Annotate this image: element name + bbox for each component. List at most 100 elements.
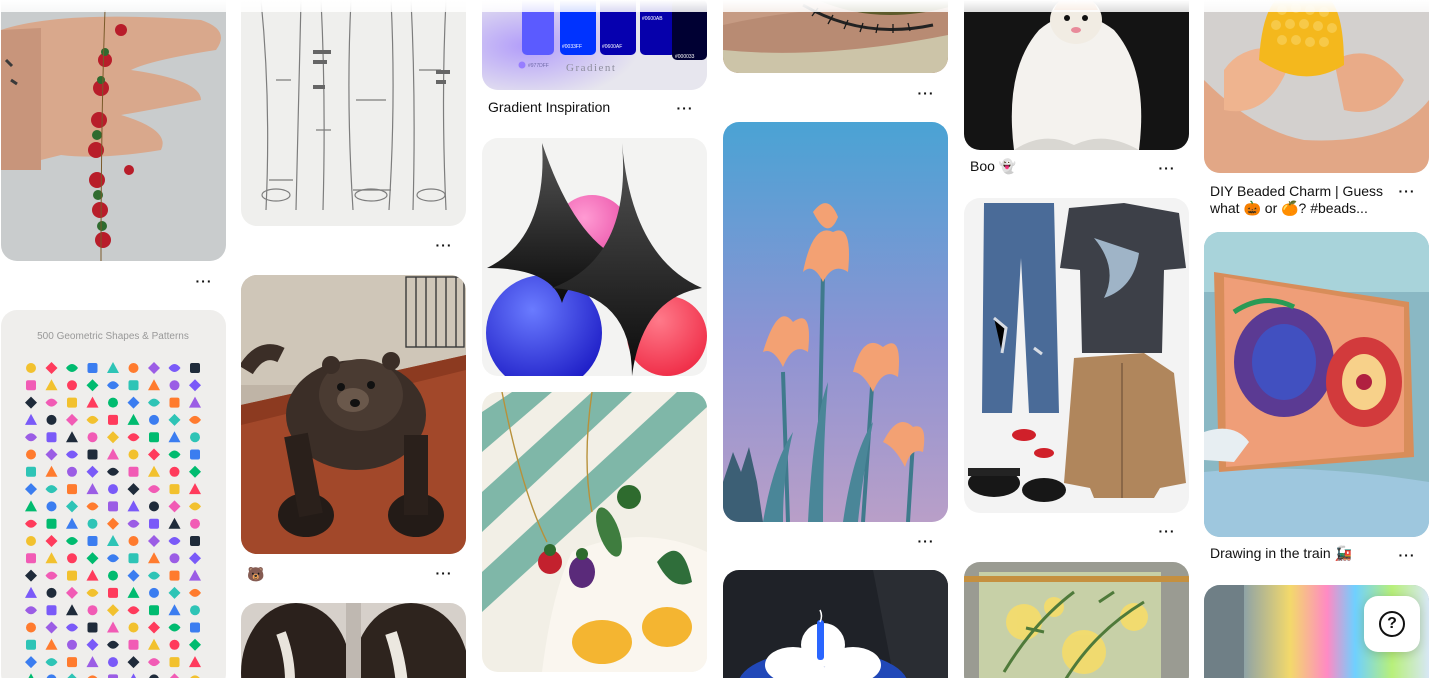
pin-image-veggie-necklaces[interactable] xyxy=(482,392,707,672)
geometric-shape-139 xyxy=(107,621,119,633)
geometric-shape-92 xyxy=(66,537,78,545)
pin-image-hand-necklace[interactable] xyxy=(1,0,226,261)
geometric-shape-81 xyxy=(25,519,37,528)
geometric-shape-105 xyxy=(148,552,160,564)
geometric-shape-95 xyxy=(128,536,139,546)
geometric-shape-60 xyxy=(148,465,160,477)
geometric-shape-26 xyxy=(189,396,201,408)
pin-image-gradient-palette[interactable]: #0033FF #0600AF #0600AB #000033 #977DFF … xyxy=(482,0,707,90)
geometric-shape-100 xyxy=(45,552,58,564)
pin-image-marten-on-table[interactable] xyxy=(241,275,466,554)
geometric-shape-134 xyxy=(190,605,200,616)
geometric-shape-62 xyxy=(189,465,201,478)
geometric-shape-164 xyxy=(67,673,77,678)
geometric-shape-15 xyxy=(148,379,160,391)
geometric-shape-54 xyxy=(26,466,36,477)
header-fade xyxy=(0,0,1433,12)
swatch-label-1: #0033FF xyxy=(562,44,582,50)
pin-more-options-button[interactable]: ··· xyxy=(1398,547,1416,563)
geometric-shape-155 xyxy=(67,657,77,668)
pin-image-flower-candle[interactable] xyxy=(723,570,948,678)
pin-more-options-button[interactable]: ··· xyxy=(435,237,453,253)
geometric-shape-135 xyxy=(26,622,36,633)
geometric-shape-83 xyxy=(66,517,78,529)
geometric-shape-145 xyxy=(45,638,58,650)
geometric-shape-106 xyxy=(169,553,180,564)
pin-image-hair[interactable] xyxy=(241,603,466,678)
pin-title[interactable]: Drawing in the train 🚂 xyxy=(1210,545,1352,561)
geometric-shape-35 xyxy=(189,415,201,424)
geometric-shape-151 xyxy=(169,639,180,650)
geometric-shape-150 xyxy=(148,638,160,650)
geometric-shape-9 xyxy=(26,380,36,391)
pin-image-iris-flowers[interactable] xyxy=(723,122,948,522)
geometric-shape-1 xyxy=(45,362,58,374)
geometric-shape-125 xyxy=(189,588,201,597)
geometric-shape-14 xyxy=(128,380,139,391)
pin-more-options-button[interactable]: ··· xyxy=(676,100,694,116)
geometric-shape-89 xyxy=(190,518,200,529)
geometric-shape-10 xyxy=(45,379,58,391)
pin-title[interactable]: Boo 👻 xyxy=(970,158,1017,174)
geometric-shape-45 xyxy=(26,449,36,460)
geometric-shape-123 xyxy=(149,587,159,598)
geometric-shape-41 xyxy=(127,433,140,442)
geometric-shape-63 xyxy=(25,483,37,496)
help-icon: ? xyxy=(1379,611,1405,637)
pin-more-options-button[interactable]: ··· xyxy=(195,273,213,289)
geometric-shape-170 xyxy=(190,675,200,678)
geometric-shape-143 xyxy=(190,622,200,633)
geometric-shape-133 xyxy=(168,604,181,616)
pin-image-beaded-corn[interactable] xyxy=(1204,0,1429,173)
geometric-shape-67 xyxy=(108,484,118,495)
geometric-shape-61 xyxy=(169,466,180,477)
geometric-shape-112 xyxy=(108,570,118,581)
pin-title[interactable]: 🐻 xyxy=(247,566,265,582)
geometric-shape-77 xyxy=(127,500,140,512)
pin-image-geometric-shapes[interactable]: 500 Geometric Shapes & Patterns xyxy=(1,310,226,678)
help-button[interactable]: ? xyxy=(1364,596,1420,652)
pin-image-sketchbook-fig[interactable] xyxy=(1204,232,1429,537)
geometric-shape-31 xyxy=(108,414,118,425)
geometric-shape-124 xyxy=(168,586,181,599)
geometric-shape-51 xyxy=(148,448,160,461)
geometric-shape-64 xyxy=(45,485,58,494)
pin-image-ghost-cat[interactable] xyxy=(964,0,1189,150)
geometric-shape-46 xyxy=(45,448,58,461)
pin-more-options-button[interactable]: ··· xyxy=(1158,523,1176,539)
geometric-shape-84 xyxy=(87,518,98,529)
geometric-shape-115 xyxy=(169,570,180,581)
geometric-shape-27 xyxy=(25,413,37,425)
geometric-shape-0 xyxy=(26,363,36,373)
pin-more-options-button[interactable]: ··· xyxy=(917,85,935,101)
geometric-shape-146 xyxy=(67,639,77,650)
pin-title[interactable]: Gradient Inspiration xyxy=(488,99,611,115)
geometric-shape-99 xyxy=(26,553,36,564)
geometric-shape-166 xyxy=(108,674,118,678)
pin-image-eye-closeup[interactable] xyxy=(723,0,948,73)
geometric-shape-119 xyxy=(66,586,78,599)
pin-image-painting-canvas[interactable] xyxy=(964,562,1189,678)
geometric-shape-52 xyxy=(168,450,181,459)
pin-image-outfit-flatlay[interactable] xyxy=(964,198,1189,513)
geometric-shape-12 xyxy=(86,379,99,392)
geometric-shape-117 xyxy=(25,586,37,598)
pin-more-options-button[interactable]: ··· xyxy=(435,565,453,581)
pin-more-options-button[interactable]: ··· xyxy=(1158,160,1176,176)
pin-more-options-button[interactable]: ··· xyxy=(917,533,935,549)
pin-more-options-button[interactable]: ··· xyxy=(1398,183,1416,199)
pin-image-leg-sketch[interactable] xyxy=(241,0,466,226)
geometric-shape-18 xyxy=(25,396,37,409)
geometric-shape-38 xyxy=(66,431,78,443)
geometric-shape-23 xyxy=(127,396,140,409)
geometric-shape-163 xyxy=(46,674,57,678)
geometric-shape-152 xyxy=(189,638,201,651)
geometric-shape-131 xyxy=(127,606,140,615)
geometric-shape-39 xyxy=(87,432,98,443)
geometric-shape-88 xyxy=(168,517,181,529)
geometric-shape-11 xyxy=(67,380,77,391)
geometric-shape-74 xyxy=(66,500,78,513)
pin-title[interactable]: DIY Beaded Charm | Guess what 🎃 or 🍊? #b… xyxy=(1210,183,1384,216)
pin-image-abstract-shapes[interactable] xyxy=(482,138,707,376)
geometric-shape-25 xyxy=(169,397,180,408)
